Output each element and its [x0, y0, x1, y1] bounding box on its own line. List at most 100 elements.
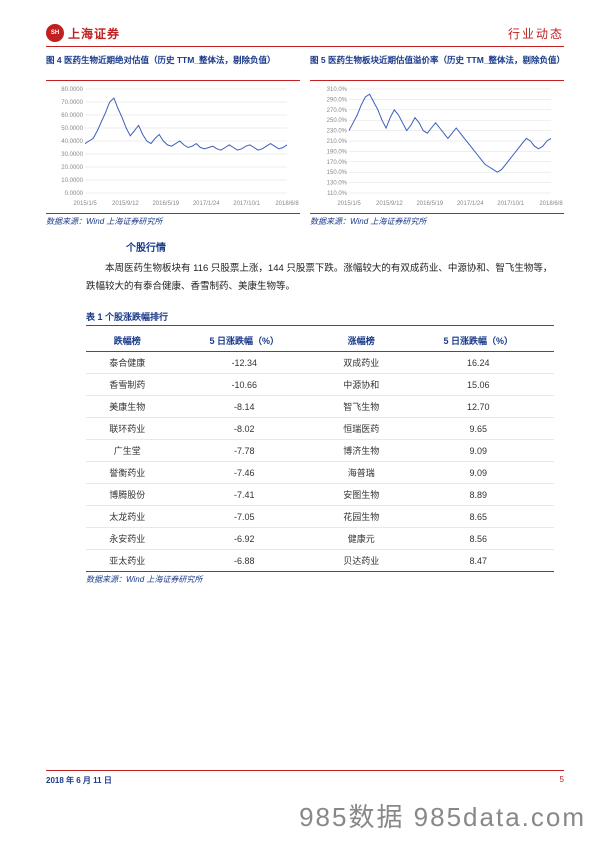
table-header-cell: 5 日涨跌幅（%）	[402, 330, 554, 352]
svg-text:250.0%: 250.0%	[327, 118, 348, 124]
table-row: 泰合健康-12.34双成药业16.24	[86, 352, 554, 374]
table-title: 表 1 个股涨跌幅排行	[86, 310, 554, 326]
table-cell: 9.09	[402, 440, 554, 462]
svg-text:290.0%: 290.0%	[327, 97, 348, 103]
footer-date: 2018 年 6 月 11 日	[46, 775, 112, 786]
svg-text:40.0000: 40.0000	[61, 139, 83, 145]
chart-left-block: 图 4 医药生物近期绝对估值（历史 TTM_整体法，剔除负值） 0.0000 10…	[46, 55, 300, 227]
table-cell: 联环药业	[86, 418, 168, 440]
table-cell: 香雪制药	[86, 374, 168, 396]
table-cell: 健康元	[320, 528, 402, 550]
table-row: 香雪制药-10.66中源协和15.06	[86, 374, 554, 396]
table-cell: 9.65	[402, 418, 554, 440]
svg-text:0.0000: 0.0000	[65, 191, 84, 197]
svg-text:2015/1/5: 2015/1/5	[337, 201, 361, 207]
table-cell: 博济生物	[320, 440, 402, 462]
logo-text: 上海证券	[68, 25, 120, 42]
charts-row: 图 4 医药生物近期绝对估值（历史 TTM_整体法，剔除负值） 0.0000 10…	[46, 55, 564, 227]
svg-text:80.0000: 80.0000	[61, 87, 83, 93]
svg-text:2016/5/19: 2016/5/19	[416, 201, 443, 207]
table-row: 美康生物-8.14智飞生物12.70	[86, 396, 554, 418]
table-cell: 双成药业	[320, 352, 402, 374]
logo: SH 上海证券	[46, 24, 120, 42]
svg-text:270.0%: 270.0%	[327, 108, 348, 114]
stock-table: 跌幅榜5 日涨跌幅（%）涨幅榜5 日涨跌幅（%） 泰合健康-12.34双成药业1…	[86, 330, 554, 572]
table-row: 亚太药业-6.88贝达药业8.47	[86, 550, 554, 572]
table-cell: 16.24	[402, 352, 554, 374]
table-cell: -7.05	[168, 506, 320, 528]
svg-text:2017/10/1: 2017/10/1	[497, 201, 524, 207]
chart-left-source: 数据来源：Wind 上海证券研究所	[46, 213, 300, 227]
svg-text:150.0%: 150.0%	[327, 170, 348, 176]
table-cell: 花园生物	[320, 506, 402, 528]
table-cell: 博腾股份	[86, 484, 168, 506]
table-cell: 8.65	[402, 506, 554, 528]
table-cell: -8.02	[168, 418, 320, 440]
svg-text:2017/1/24: 2017/1/24	[193, 201, 220, 207]
table-cell: -6.92	[168, 528, 320, 550]
svg-text:2017/10/1: 2017/10/1	[233, 201, 260, 207]
table-cell: 永安药业	[86, 528, 168, 550]
section-title: 个股行情	[126, 239, 564, 254]
footer-page: 5	[560, 775, 564, 786]
table-cell: 太龙药业	[86, 506, 168, 528]
table-row: 誉衡药业-7.46海普瑞9.09	[86, 462, 554, 484]
chart-right-title: 图 5 医药生物板块近期估值溢价率（历史 TTM_整体法，剔除负值）	[310, 55, 564, 81]
svg-text:2016/5/19: 2016/5/19	[152, 201, 179, 207]
table-source: 数据来源：Wind 上海证券研究所	[86, 572, 554, 585]
chart-right-block: 图 5 医药生物板块近期估值溢价率（历史 TTM_整体法，剔除负值） 110.0…	[310, 55, 564, 227]
table-cell: 恒瑞医药	[320, 418, 402, 440]
svg-text:10.0000: 10.0000	[61, 178, 83, 184]
svg-text:2017/1/24: 2017/1/24	[457, 201, 484, 207]
table-cell: 15.06	[402, 374, 554, 396]
svg-text:50.0000: 50.0000	[61, 126, 83, 132]
table-row: 联环药业-8.02恒瑞医药9.65	[86, 418, 554, 440]
page-header: SH 上海证券 行业动态	[46, 24, 564, 47]
svg-text:2018/6/8: 2018/6/8	[275, 201, 299, 207]
table-row: 广生堂-7.78博济生物9.09	[86, 440, 554, 462]
svg-text:230.0%: 230.0%	[327, 129, 348, 135]
table-cell: -7.78	[168, 440, 320, 462]
svg-text:2015/9/12: 2015/9/12	[112, 201, 139, 207]
table-cell: 海普瑞	[320, 462, 402, 484]
svg-text:170.0%: 170.0%	[327, 160, 348, 166]
table-header-cell: 5 日涨跌幅（%）	[168, 330, 320, 352]
table-cell: 8.47	[402, 550, 554, 572]
chart-right: 110.0% 130.0% 150.0% 170.0% 190.0% 210.0% 230.…	[310, 81, 564, 211]
svg-text:110.0%: 110.0%	[327, 191, 348, 197]
table-cell: 贝达药业	[320, 550, 402, 572]
table-cell: 誉衡药业	[86, 462, 168, 484]
svg-text:2018/6/8: 2018/6/8	[539, 201, 563, 207]
svg-text:130.0%: 130.0%	[327, 181, 348, 187]
table-cell: 中源协和	[320, 374, 402, 396]
chart-right-source: 数据来源：Wind 上海证券研究所	[310, 213, 564, 227]
svg-text:20.0000: 20.0000	[61, 165, 83, 171]
table-row: 永安药业-6.92健康元8.56	[86, 528, 554, 550]
table-cell: 9.09	[402, 462, 554, 484]
chart-left-title: 图 4 医药生物近期绝对估值（历史 TTM_整体法，剔除负值）	[46, 55, 300, 81]
table-cell: -8.14	[168, 396, 320, 418]
svg-text:190.0%: 190.0%	[327, 149, 348, 155]
section-body: 本周医药生物板块有 116 只股票上涨，144 只股票下跌。涨幅较大的有双成药业…	[86, 260, 554, 296]
svg-text:310.0%: 310.0%	[327, 87, 348, 93]
header-category: 行业动态	[508, 25, 564, 42]
chart-left: 0.0000 10.0000 20.0000 30.0000 40.0000 50.000…	[46, 81, 300, 211]
table-header-cell: 跌幅榜	[86, 330, 168, 352]
table-cell: 安图生物	[320, 484, 402, 506]
table-row: 博腾股份-7.41安图生物8.89	[86, 484, 554, 506]
svg-text:60.0000: 60.0000	[61, 113, 83, 119]
page-footer: 2018 年 6 月 11 日 5	[46, 770, 564, 786]
table-cell: -7.46	[168, 462, 320, 484]
table-cell: -12.34	[168, 352, 320, 374]
watermark: 985数据 985data.com	[299, 797, 586, 834]
stock-table-wrap: 表 1 个股涨跌幅排行 跌幅榜5 日涨跌幅（%）涨幅榜5 日涨跌幅（%） 泰合健…	[86, 310, 554, 585]
svg-text:210.0%: 210.0%	[327, 139, 348, 145]
svg-text:30.0000: 30.0000	[61, 152, 83, 158]
svg-text:2015/9/12: 2015/9/12	[376, 201, 403, 207]
table-row: 太龙药业-7.05花园生物8.65	[86, 506, 554, 528]
table-cell: 8.89	[402, 484, 554, 506]
logo-icon: SH	[46, 24, 64, 42]
svg-text:2015/1/5: 2015/1/5	[73, 201, 97, 207]
table-cell: 美康生物	[86, 396, 168, 418]
table-cell: 8.56	[402, 528, 554, 550]
